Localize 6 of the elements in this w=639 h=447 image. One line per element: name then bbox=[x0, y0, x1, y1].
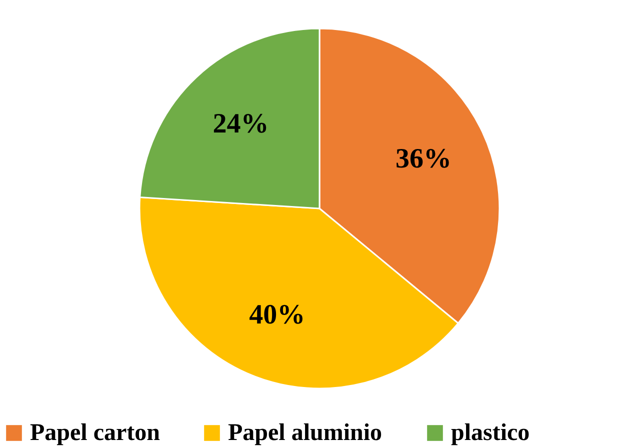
legend-label: Papel carton bbox=[30, 420, 160, 446]
legend-label: plastico bbox=[451, 420, 530, 446]
data-label: 36% bbox=[396, 144, 452, 175]
legend-label: Papel aluminio bbox=[228, 420, 382, 446]
data-label: 40% bbox=[249, 299, 306, 330]
data-label: 24% bbox=[212, 108, 269, 140]
